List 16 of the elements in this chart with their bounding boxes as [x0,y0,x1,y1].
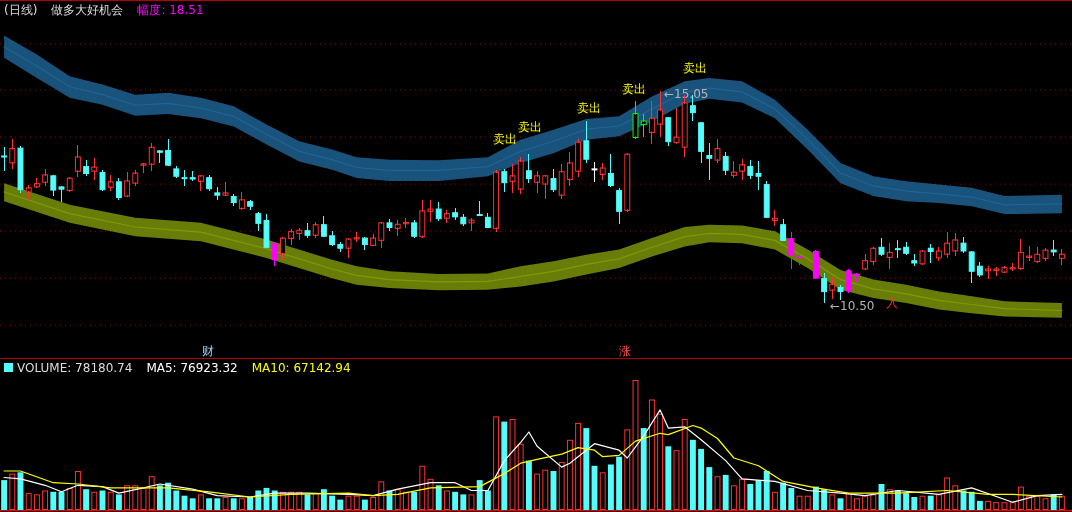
title: (日线) [4,3,38,17]
annotation: 幅度: 18.51 [137,3,204,17]
subtitle: 做多大好机会 [51,3,124,17]
annotation: ←15.05 [664,87,709,101]
annotation: 财 [202,344,214,358]
annotation: 涨 [619,344,631,358]
series-name: VOLUME: 78180.74 [17,361,133,375]
annotation: 入 [886,296,898,310]
annotation: ←10.50 [830,299,875,313]
series-name: MA5: 76923.32 [146,361,238,375]
annotation: 卖出 [683,61,707,75]
series-name: MA10: 67142.94 [251,361,351,375]
annotation: 卖出 [518,120,542,134]
annotation: 卖出 [622,82,646,96]
annotation: 卖出 [577,101,601,115]
annotation: 卖出 [493,132,517,146]
